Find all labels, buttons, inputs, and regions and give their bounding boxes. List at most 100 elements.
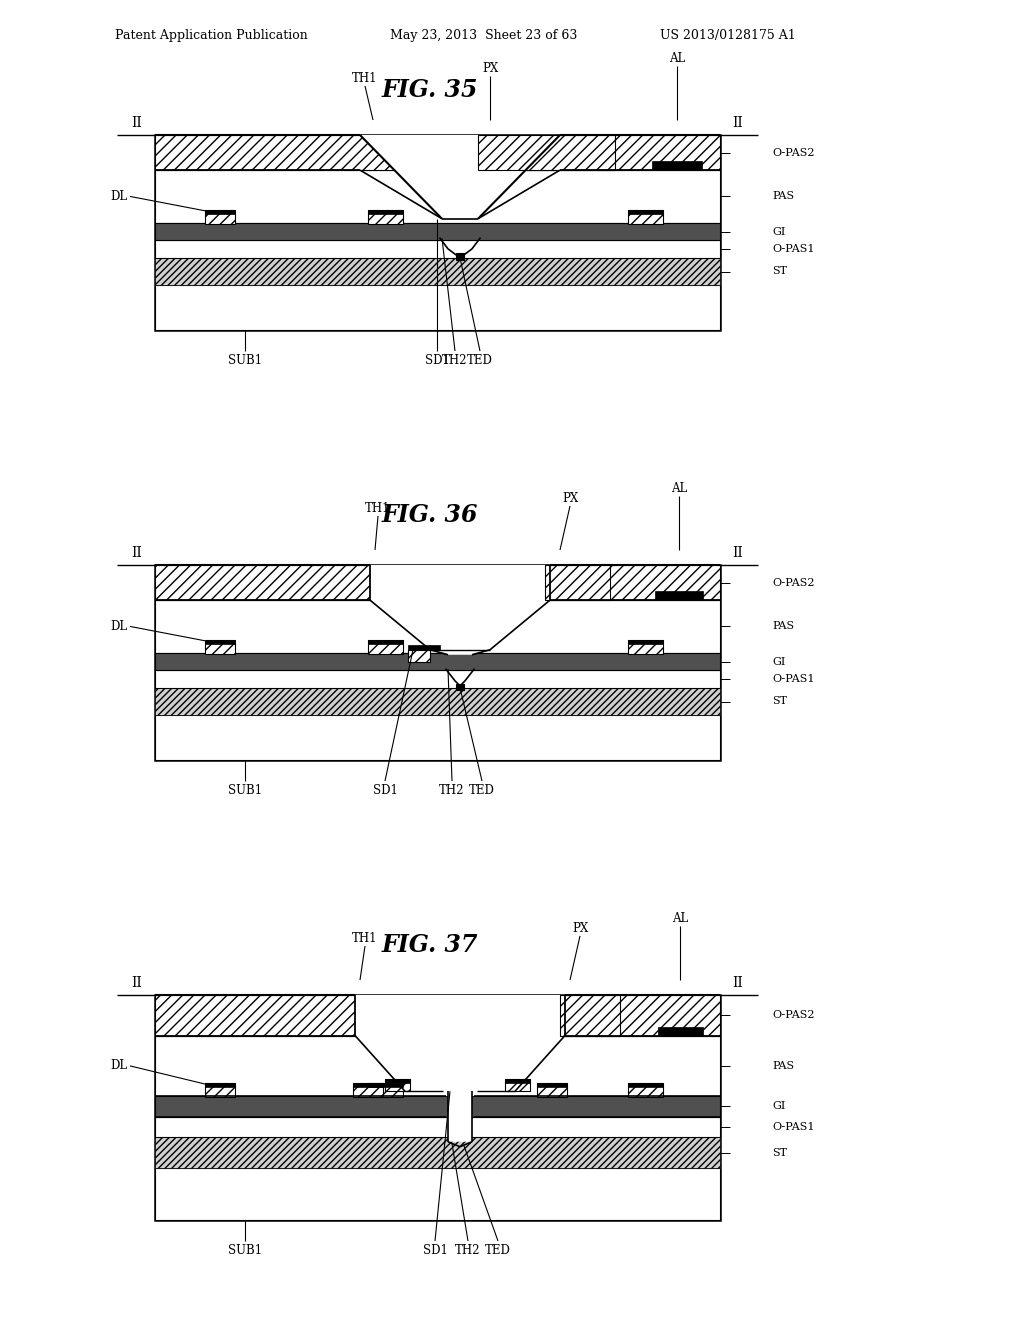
Text: II: II xyxy=(132,546,142,560)
Text: GI: GI xyxy=(772,1101,785,1111)
Text: II: II xyxy=(732,546,743,560)
Bar xyxy=(205,1084,234,1097)
Bar xyxy=(628,1084,663,1088)
Text: DL: DL xyxy=(110,1060,127,1072)
Text: II: II xyxy=(732,116,743,129)
Text: PAS: PAS xyxy=(772,622,795,631)
Bar xyxy=(155,257,720,285)
Bar xyxy=(628,1084,663,1097)
Text: SUB1: SUB1 xyxy=(228,1243,262,1257)
Text: II: II xyxy=(732,975,743,990)
Bar xyxy=(655,591,703,601)
Text: GI: GI xyxy=(772,656,785,667)
Text: TH2: TH2 xyxy=(456,1243,480,1257)
Text: PX: PX xyxy=(562,491,579,504)
Bar xyxy=(205,1084,234,1088)
Text: SD1: SD1 xyxy=(425,354,450,367)
Text: AL: AL xyxy=(669,51,685,65)
Text: PAS: PAS xyxy=(772,1061,795,1071)
Bar xyxy=(155,688,720,715)
Text: TED: TED xyxy=(467,354,493,367)
Bar xyxy=(408,644,430,649)
Text: TH1: TH1 xyxy=(352,71,378,84)
Bar xyxy=(408,649,430,661)
Text: GI: GI xyxy=(772,227,785,236)
Text: TH1: TH1 xyxy=(352,932,378,945)
Text: TED: TED xyxy=(485,1243,511,1257)
Text: FIG. 35: FIG. 35 xyxy=(382,78,478,102)
Text: O-PAS1: O-PAS1 xyxy=(772,1122,814,1131)
Bar xyxy=(368,210,403,214)
Text: PX: PX xyxy=(571,921,588,935)
Bar xyxy=(478,135,615,170)
Bar xyxy=(155,565,720,760)
Bar xyxy=(368,640,403,644)
Bar xyxy=(155,135,720,330)
Bar xyxy=(537,1084,567,1088)
Text: TH1: TH1 xyxy=(366,502,391,515)
Bar xyxy=(628,210,663,224)
Bar xyxy=(368,1084,403,1088)
Bar xyxy=(353,1084,383,1097)
Text: May 23, 2013  Sheet 23 of 63: May 23, 2013 Sheet 23 of 63 xyxy=(390,29,578,41)
Text: FIG. 36: FIG. 36 xyxy=(382,503,478,527)
Text: FIG. 37: FIG. 37 xyxy=(382,933,478,957)
Text: ST: ST xyxy=(772,1147,787,1158)
Bar xyxy=(155,285,720,330)
Bar xyxy=(430,644,440,649)
Bar xyxy=(205,210,234,224)
Polygon shape xyxy=(370,565,550,655)
Bar xyxy=(155,653,720,671)
Text: DL: DL xyxy=(110,190,127,203)
Text: SUB1: SUB1 xyxy=(228,784,262,796)
Bar xyxy=(385,1080,410,1084)
Bar xyxy=(628,210,663,214)
Bar xyxy=(155,715,720,760)
Bar xyxy=(155,223,720,240)
Text: US 2013/0128175 A1: US 2013/0128175 A1 xyxy=(660,29,796,41)
Bar xyxy=(545,565,610,601)
Text: II: II xyxy=(132,975,142,990)
Bar xyxy=(628,640,663,644)
Bar xyxy=(368,640,403,653)
Bar xyxy=(155,1035,720,1096)
Bar xyxy=(155,240,720,257)
Bar xyxy=(658,1027,703,1035)
Bar xyxy=(155,601,720,653)
Text: O-PAS2: O-PAS2 xyxy=(772,148,814,157)
Text: TH2: TH2 xyxy=(442,354,468,367)
Bar xyxy=(155,1096,720,1117)
Bar xyxy=(368,210,403,224)
Bar xyxy=(353,1084,383,1088)
Text: Patent Application Publication: Patent Application Publication xyxy=(115,29,308,41)
Bar xyxy=(155,1137,720,1168)
Text: PAS: PAS xyxy=(772,191,795,202)
Text: SD1: SD1 xyxy=(373,784,397,796)
Bar xyxy=(505,1080,530,1092)
Text: DL: DL xyxy=(110,620,127,632)
Text: ST: ST xyxy=(772,697,787,706)
Bar xyxy=(155,1168,720,1220)
Text: O-PAS2: O-PAS2 xyxy=(772,578,814,587)
Text: TED: TED xyxy=(469,784,495,796)
Text: PX: PX xyxy=(482,62,498,74)
Text: O-PAS1: O-PAS1 xyxy=(772,244,814,253)
Bar xyxy=(505,1080,530,1084)
Bar xyxy=(456,253,464,260)
Bar xyxy=(628,640,663,653)
Bar xyxy=(155,1117,720,1137)
Bar xyxy=(385,1080,410,1092)
Text: AL: AL xyxy=(672,912,688,924)
Bar xyxy=(205,640,234,644)
Bar xyxy=(155,170,720,223)
Bar xyxy=(205,210,234,214)
Text: O-PAS1: O-PAS1 xyxy=(772,675,814,684)
Text: II: II xyxy=(132,116,142,129)
Bar xyxy=(560,995,620,1035)
Text: SD1: SD1 xyxy=(423,1243,447,1257)
Bar xyxy=(537,1084,567,1097)
Bar xyxy=(205,640,234,653)
Polygon shape xyxy=(355,995,565,1142)
Bar xyxy=(155,671,720,688)
Text: AL: AL xyxy=(671,482,687,495)
